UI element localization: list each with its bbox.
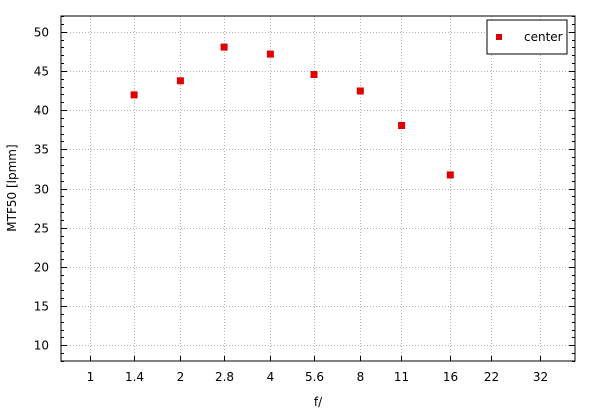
data-point-center — [176, 77, 184, 85]
x-tick-label: 22 — [484, 370, 499, 384]
y-tick-label: 20 — [34, 261, 49, 275]
y-tick-label: 30 — [34, 183, 49, 197]
plot-frame — [60, 15, 576, 362]
labels-layer: 1 1.4 2 2.8 4 5.6 8 11 16 22 32 10 15 20 25 30 35 40 45 50 — [34, 26, 548, 385]
legend-box — [486, 19, 568, 55]
legend-label-center: center — [524, 30, 563, 44]
y-tick-label: 40 — [34, 104, 49, 118]
data-point-center — [310, 71, 318, 78]
ticks-layer — [61, 16, 575, 362]
y-tick-label: 15 — [34, 300, 49, 314]
y-tick-label: 25 — [34, 222, 49, 236]
x-tick-label: 5.6 — [305, 370, 324, 384]
x-axis-title: f/ — [314, 395, 323, 409]
x-tick-label: 2.8 — [215, 370, 234, 384]
legend: center — [486, 19, 568, 55]
points-layer — [130, 43, 454, 179]
x-tick-label: 1 — [87, 370, 95, 384]
x-tick-label: 16 — [443, 370, 458, 384]
data-point-center — [356, 87, 364, 95]
data-point-center — [266, 50, 274, 58]
y-tick-label: 10 — [34, 339, 49, 353]
y-tick-label: 35 — [34, 143, 49, 157]
x-tick-label: 8 — [357, 370, 365, 384]
y-tick-label: 50 — [34, 26, 49, 40]
x-tick-label: 1.4 — [125, 370, 144, 384]
x-tick-label: 2 — [177, 370, 185, 384]
x-tick-label: 32 — [533, 370, 548, 384]
data-point-center — [220, 43, 228, 51]
y-axis-title: MTF50 [lpmm] — [5, 144, 19, 231]
legend-marker-center — [496, 34, 502, 40]
data-point-center — [398, 122, 406, 129]
y-tick-label: 45 — [34, 65, 49, 79]
data-point-center — [130, 91, 138, 99]
grid-layer — [61, 16, 575, 361]
data-point-center — [446, 171, 454, 179]
x-tick-label: 4 — [267, 370, 275, 384]
x-tick-label: 11 — [394, 370, 409, 384]
